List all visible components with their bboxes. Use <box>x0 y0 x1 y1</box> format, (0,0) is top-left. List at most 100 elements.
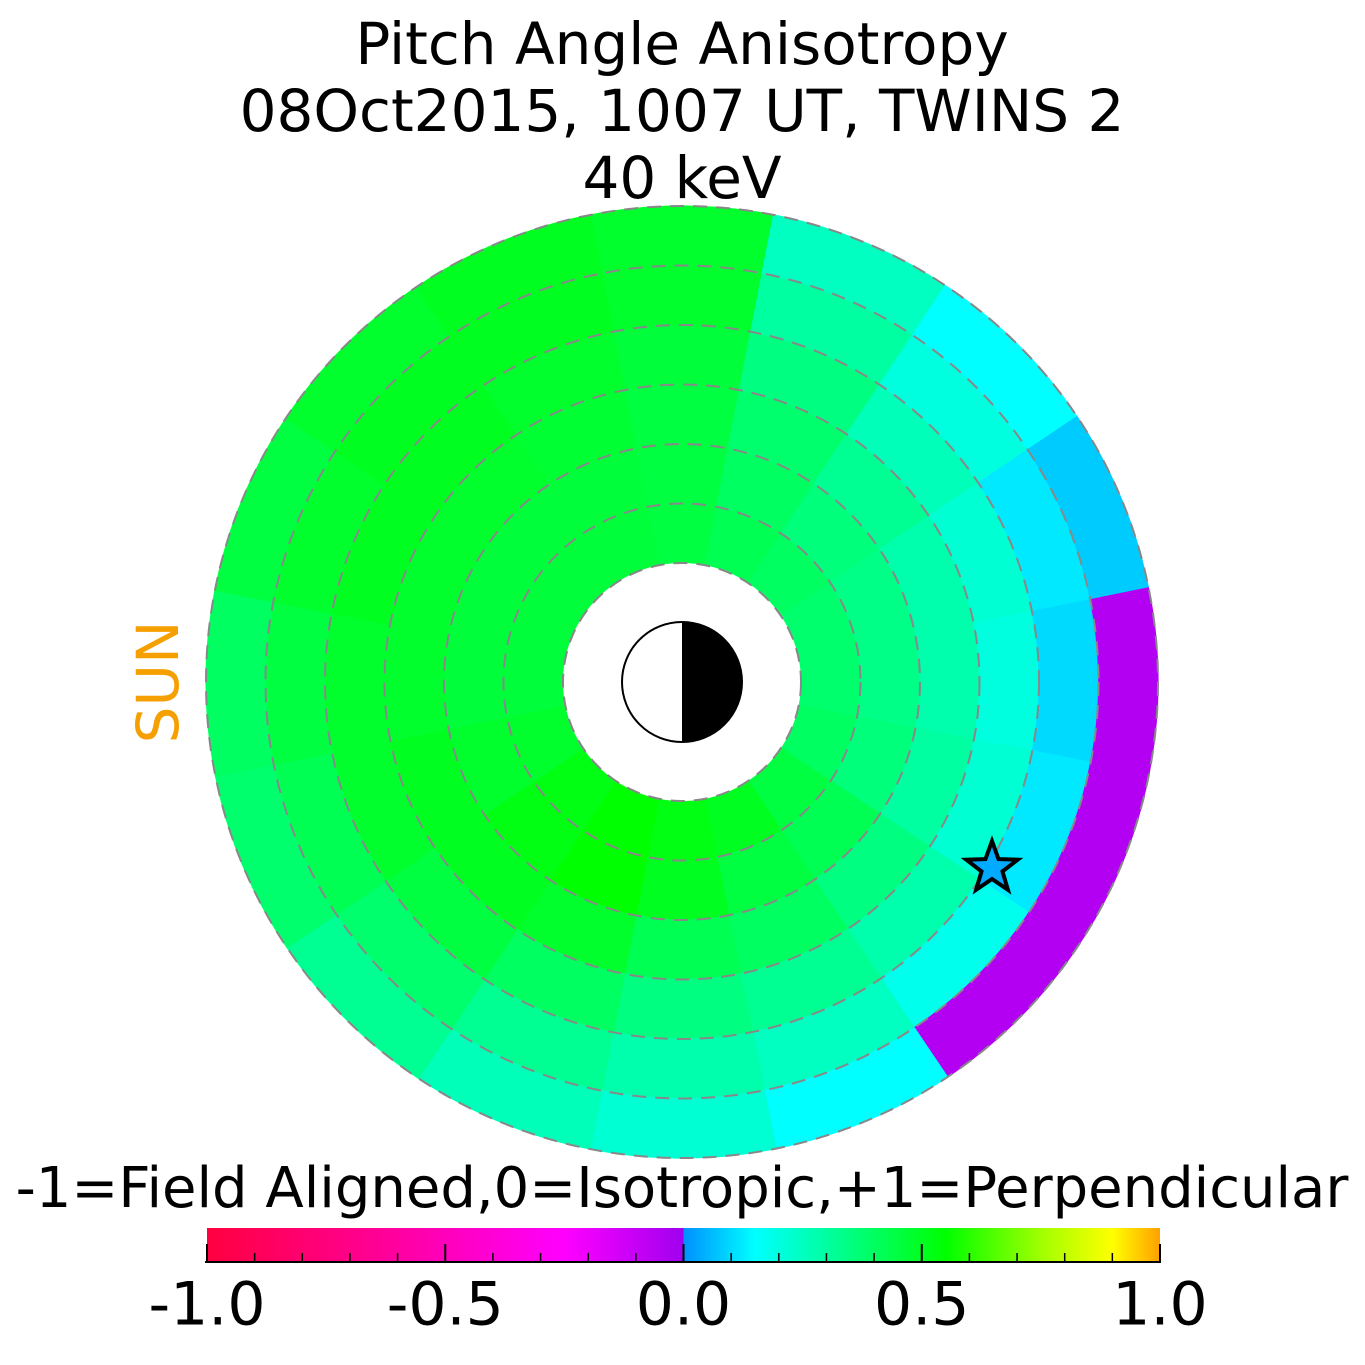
map-cell <box>599 1031 765 1100</box>
map-cell <box>704 780 783 858</box>
map-cell <box>610 973 754 1040</box>
map-cell <box>324 610 391 754</box>
map-cell <box>548 829 648 917</box>
map-cell <box>433 433 551 551</box>
map-cell <box>331 482 436 626</box>
map-cell <box>482 331 626 436</box>
map-cell <box>334 878 486 1030</box>
map-cell <box>977 750 1092 916</box>
map-cell <box>448 977 614 1092</box>
map-cell <box>846 846 981 981</box>
range-ring <box>324 324 1040 1040</box>
satellite-marker <box>960 835 1024 895</box>
map-cell <box>727 878 849 975</box>
earth-night <box>682 622 742 742</box>
map-cell <box>415 1026 603 1150</box>
map-cell <box>205 587 275 777</box>
map-cell <box>389 515 486 637</box>
range-ring <box>264 264 1100 1100</box>
map-cell <box>482 928 626 1033</box>
colorbar-tick-label: -1.0 <box>148 1270 265 1340</box>
map-cell <box>483 483 584 584</box>
map-cell <box>503 646 566 718</box>
range-ring <box>502 502 862 862</box>
map-cell <box>738 928 882 1033</box>
map-cell <box>1026 761 1150 949</box>
overlay <box>205 205 1159 1159</box>
map-cell <box>1089 587 1159 777</box>
colorbar-tick-label: 1.0 <box>1112 1270 1207 1340</box>
map-cell <box>483 780 584 881</box>
map-cell <box>973 610 1040 754</box>
map-cell <box>878 515 975 637</box>
map-cell <box>383 622 450 742</box>
map-cell <box>646 503 718 566</box>
colorbar-label: -1=Field Aligned,0=Isotropic,+1=Perpendi… <box>16 1156 1350 1221</box>
map-cell <box>780 704 858 783</box>
map-cell <box>1031 599 1100 765</box>
colorbar-tick-label: -0.5 <box>387 1270 504 1340</box>
map-cell <box>515 389 637 486</box>
map-cell <box>813 433 931 551</box>
title-line: 08Oct2015, 1007 UT, TWINS 2 <box>240 77 1125 145</box>
map-cell <box>587 1089 777 1159</box>
map-cell <box>331 738 436 882</box>
map-cell <box>264 599 333 765</box>
range-ring <box>562 562 802 802</box>
map-cell <box>798 646 861 718</box>
map-cell <box>704 506 783 584</box>
map-cell <box>581 780 660 858</box>
map-cell <box>634 856 730 921</box>
map-cell <box>214 761 338 949</box>
range-ring <box>205 205 1159 1159</box>
map-cell <box>506 581 584 660</box>
colorbar-tick-label: 0.5 <box>874 1270 969 1340</box>
sun-label: SUN <box>124 621 192 744</box>
map-cell <box>780 581 858 660</box>
map-cell <box>433 813 551 931</box>
map-cell <box>750 977 916 1092</box>
map-cell <box>878 878 1030 1030</box>
map-cell <box>515 878 637 975</box>
map-cell <box>738 331 882 436</box>
map-cell <box>761 1026 949 1150</box>
map-cell <box>846 383 981 518</box>
map-cell <box>911 284 1080 453</box>
map-cell <box>389 727 486 849</box>
colorbar-tick-label: 0.0 <box>636 1270 731 1340</box>
map-cell <box>272 750 387 916</box>
map-cell <box>599 264 765 333</box>
map-cell <box>914 622 981 742</box>
map-cell <box>448 272 614 387</box>
map-cell <box>761 214 949 338</box>
map-cell <box>443 634 508 730</box>
map-cell <box>813 813 931 931</box>
map-cell <box>780 780 881 881</box>
map-cell <box>334 334 486 486</box>
map-cell <box>977 448 1092 614</box>
map-cell <box>548 447 648 535</box>
map-cell <box>214 415 338 603</box>
map-cell <box>622 914 742 981</box>
title-line: 40 keV <box>582 144 781 212</box>
map-cell <box>911 911 1080 1080</box>
map-cell <box>928 482 1033 626</box>
map-cell <box>878 727 975 849</box>
map-cell <box>622 383 742 450</box>
map-cell <box>415 214 603 338</box>
map-cell <box>646 798 718 861</box>
map-cell <box>506 704 584 783</box>
map-cell <box>383 383 518 518</box>
map-cell <box>928 738 1033 882</box>
anisotropy-map <box>205 205 1159 1159</box>
map-cell <box>587 205 777 275</box>
map-cell <box>750 272 916 387</box>
range-ring <box>383 383 981 981</box>
map-cell <box>856 634 921 730</box>
map-cell <box>447 548 535 648</box>
map-cell <box>634 443 730 508</box>
map-cell <box>1026 415 1150 603</box>
title-line: Pitch Angle Anisotropy <box>355 10 1008 78</box>
range-ring <box>443 443 921 921</box>
